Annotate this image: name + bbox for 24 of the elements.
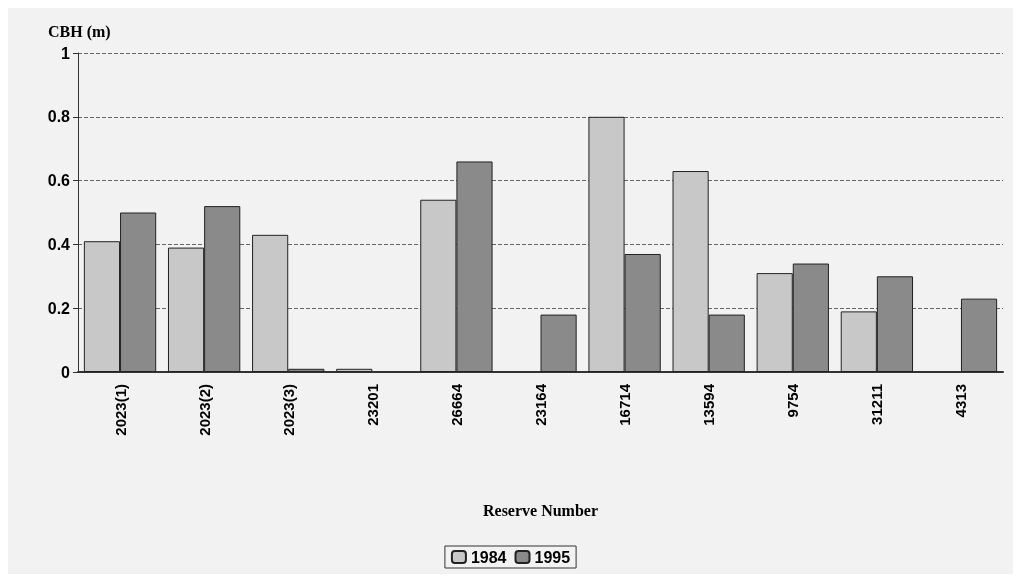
x-tick-label: 9754 xyxy=(784,383,802,418)
y-tick-label: 0.2 xyxy=(47,299,71,317)
x-tick-label: 23201 xyxy=(363,384,381,426)
x-tick-label: 2023(1) xyxy=(111,384,129,436)
y-tick-label: 0.4 xyxy=(47,235,71,253)
y-tick-label: 0.8 xyxy=(47,108,71,126)
x-tick-label: 31211 xyxy=(868,384,886,425)
legend-label: 1984 xyxy=(470,548,507,566)
x-axis-title: Reserve Number xyxy=(482,501,599,519)
x-tick-label: 13594 xyxy=(700,383,718,426)
y-tick-label: 0 xyxy=(61,363,71,381)
y-tick-label: 1 xyxy=(61,44,71,62)
x-tick-label: 2023(3) xyxy=(279,384,297,436)
y-tick-label: 0.6 xyxy=(47,172,71,190)
x-tick-label: 16714 xyxy=(616,383,634,426)
x-tick-label: 4313 xyxy=(952,384,970,418)
bar xyxy=(960,298,998,372)
y-axis-title: CBH (m) xyxy=(48,22,111,41)
x-tick-label: 26664 xyxy=(447,383,465,426)
x-tick-label: 2023(2) xyxy=(195,384,213,436)
bar xyxy=(336,368,373,372)
legend-label: 1995 xyxy=(534,548,571,566)
x-tick-label: 23164 xyxy=(532,383,549,426)
bar xyxy=(540,314,577,372)
